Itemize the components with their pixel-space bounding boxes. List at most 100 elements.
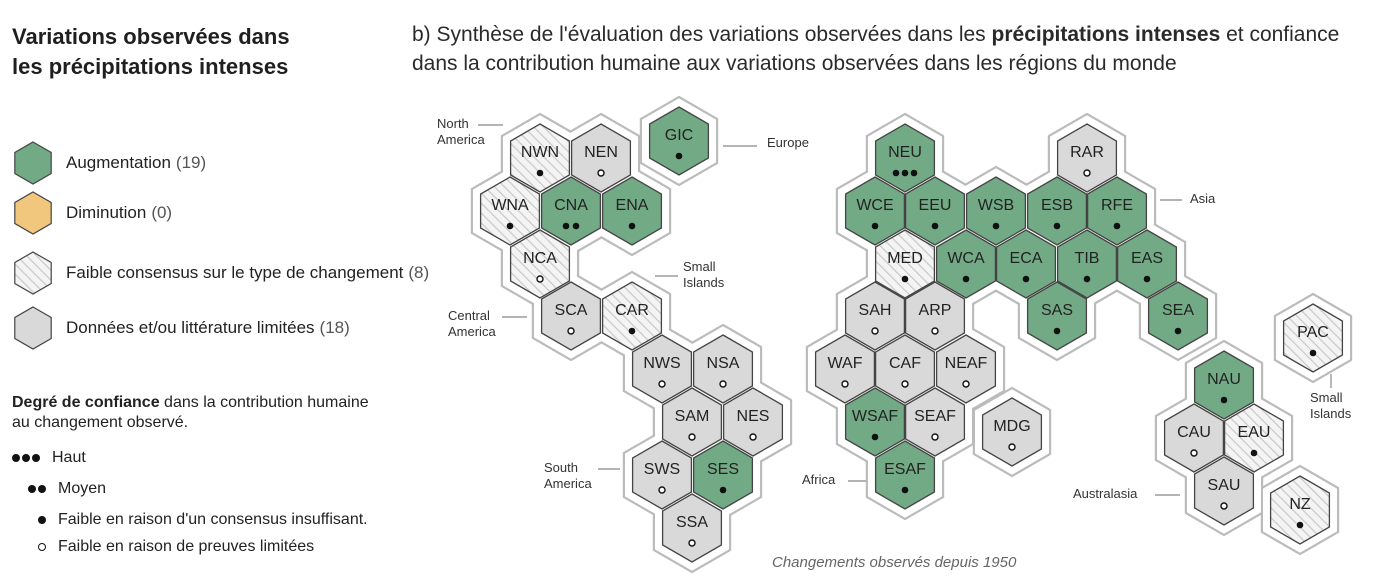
confidence-dots-icon — [1220, 396, 1228, 404]
page-title: Variations observées dans les précipitat… — [12, 22, 290, 82]
region-hex-sau: SAU — [1193, 456, 1255, 526]
subtitle-bold: précipitations intenses — [991, 23, 1221, 46]
region-hex-tib: TIB — [1056, 229, 1118, 299]
footer-note: Changements observés depuis 1950 — [772, 554, 1017, 571]
region-hex-gic: GIC — [648, 106, 710, 176]
region-hex-nes: NES — [722, 387, 784, 457]
region-code-label: SAH — [859, 302, 892, 319]
region-code-label: NZ — [1289, 496, 1311, 513]
confidence-dots-icon — [1309, 349, 1317, 357]
region-code-label: WCA — [947, 250, 985, 267]
confidence-dots-icon — [1296, 521, 1304, 529]
confidence-level-1: Moyen — [28, 480, 106, 498]
region-hex-neu: NEU — [874, 123, 936, 193]
region-code-label: ECA — [1010, 250, 1043, 267]
region-hex-waf: WAF — [814, 334, 876, 404]
region-code-label: NES — [737, 408, 770, 425]
legend-hexagon-icon — [14, 306, 52, 350]
region-code-label: SAU — [1208, 477, 1241, 494]
confidence-dots-icon — [871, 327, 879, 335]
region-hex-wsaf: WSAF — [844, 387, 906, 457]
region-hex-nau: NAU — [1193, 350, 1255, 420]
region-hex-sas: SAS — [1026, 281, 1088, 351]
region-code-label: NWN — [521, 144, 559, 161]
confidence-title-rest: dans la contribution humaine au changeme… — [12, 394, 369, 431]
region-code-label: RAR — [1070, 144, 1104, 161]
confidence-legend-title: Degré de confiance dans la contribution … — [12, 393, 372, 433]
legend-label: Augmentation — [66, 153, 171, 172]
region-code-label: WAF — [828, 355, 863, 372]
confidence-dots-icon — [719, 380, 727, 388]
region-hex-pac: PAC — [1282, 303, 1344, 373]
region-hex-eas: EAS — [1116, 229, 1178, 299]
region-code-label: WCE — [856, 197, 893, 214]
confidence-dots-icon — [931, 222, 939, 230]
legend-count: (19) — [175, 153, 207, 172]
confidence-dots-icon — [1083, 169, 1091, 177]
region-hex-nws: NWS — [631, 334, 693, 404]
legend-hexagon-icon — [14, 251, 52, 295]
confidence-label: Moyen — [58, 480, 107, 497]
confidence-dots-icon — [901, 486, 909, 494]
confidence-dots-icon — [931, 433, 939, 441]
continent-label: Africa — [802, 472, 836, 487]
confidence-dots-icon — [658, 486, 666, 494]
legend-label: Diminution — [66, 203, 147, 222]
confidence-dots-icon — [749, 433, 757, 441]
region-code-label: NAU — [1207, 371, 1241, 388]
legend-item-limited: Données et/ou littérature limitées (18) — [10, 305, 350, 351]
confidence-level-3: Faible en raison de preuves limitées — [38, 538, 314, 556]
confidence-dots-icon — [38, 538, 48, 556]
region-hex-cau: CAU — [1163, 403, 1225, 473]
confidence-dots-icon — [962, 380, 970, 388]
region-hex-car: CAR — [601, 281, 663, 351]
region-hex-nz: NZ — [1269, 475, 1331, 545]
region-hex-med: MED — [874, 229, 936, 299]
continent-label: North America — [437, 116, 485, 147]
confidence-dots-icon — [38, 511, 48, 529]
confidence-dots-icon — [1022, 275, 1030, 283]
confidence-dots-icon — [1053, 222, 1061, 230]
confidence-dots-icon — [628, 222, 636, 230]
confidence-dots-icon — [1083, 275, 1091, 283]
region-code-label: CNA — [554, 197, 588, 214]
region-hex-caf: CAF — [874, 334, 936, 404]
legend-hexagon-icon — [14, 141, 52, 185]
confidence-dots-icon — [536, 169, 544, 177]
figure-subtitle: b) Synthèse de l'évaluation des variatio… — [412, 20, 1382, 78]
confidence-label: Faible en raison de preuves limitées — [58, 538, 315, 555]
region-code-label: EAS — [1131, 250, 1163, 267]
confidence-dots-icon — [506, 222, 514, 230]
confidence-dots-icon — [597, 169, 605, 177]
confidence-dots-icon — [992, 222, 1000, 230]
region-hex-nca: NCA — [509, 229, 571, 299]
region-code-label: NCA — [523, 250, 557, 267]
region-code-label: CAU — [1177, 424, 1211, 441]
region-code-label: NWS — [643, 355, 680, 372]
region-code-label: ENA — [616, 197, 649, 214]
region-code-label: ESB — [1041, 197, 1073, 214]
confidence-dots-icon — [1174, 327, 1182, 335]
region-hex-wna: WNA — [479, 176, 541, 246]
confidence-dots-icon — [536, 275, 544, 283]
confidence-dots-icon — [12, 449, 42, 467]
region-hex-wca: WCA — [935, 229, 997, 299]
continent-label: Small Islands — [1310, 390, 1352, 421]
continent-label: South America — [544, 460, 592, 491]
legend-hexagon-icon — [14, 191, 52, 235]
region-code-label: CAR — [615, 302, 649, 319]
region-code-label: MED — [887, 250, 923, 267]
region-hex-nsa: NSA — [692, 334, 754, 404]
confidence-dots-icon — [962, 275, 970, 283]
region-code-label: SAM — [675, 408, 710, 425]
confidence-dots-icon — [688, 539, 696, 547]
region-hex-neaf: NEAF — [935, 334, 997, 404]
region-code-label: SAS — [1041, 302, 1073, 319]
confidence-dots-icon — [1250, 449, 1258, 457]
confidence-dots-icon — [658, 380, 666, 388]
subtitle-part-2: et confiance dans la contribution humain… — [412, 23, 1340, 75]
region-code-label: NEN — [584, 144, 618, 161]
region-hex-ses: SES — [692, 440, 754, 510]
region-code-label: TIB — [1075, 250, 1100, 267]
continent-leader-lines — [478, 124, 1332, 496]
